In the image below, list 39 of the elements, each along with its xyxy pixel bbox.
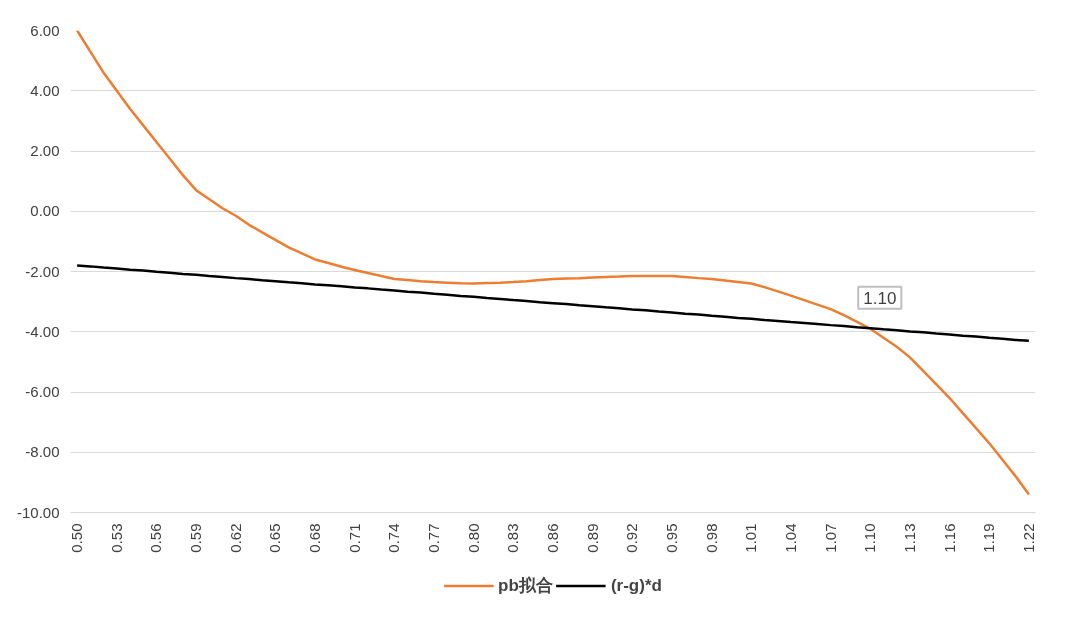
y-tick-label: -8.00	[25, 443, 60, 461]
x-tick-label: 0.95	[662, 523, 680, 553]
legend-label: (r-g)*d	[610, 575, 662, 595]
y-tick-label: -2.00	[25, 262, 60, 280]
x-tick-label: 0.62	[226, 523, 244, 553]
x-tick-label: 1.13	[900, 523, 918, 553]
legend-label: pb拟合	[498, 574, 553, 597]
x-tick-label: 1.04	[781, 523, 799, 553]
y-tick-label: 6.00	[30, 21, 60, 39]
x-tick-label: 0.98	[702, 523, 720, 553]
x-tick-label: 0.50	[68, 523, 86, 553]
x-tick-label: 0.86	[544, 523, 561, 553]
x-tick-label: 0.89	[583, 523, 601, 553]
y-tick-label: 2.00	[30, 142, 60, 159]
x-tick-label: 0.56	[147, 523, 165, 553]
y-tick-label: -6.00	[25, 383, 60, 400]
y-tick-label: -4.00	[25, 322, 60, 340]
y-tick-label: 0.00	[30, 202, 60, 220]
annotation: 1.10	[863, 288, 897, 308]
x-tick-label: 0.74	[385, 523, 403, 553]
y-tick-label: 4.00	[30, 81, 60, 99]
line-series	[75, 30, 1031, 496]
x-tick-label: 0.65	[266, 523, 284, 553]
x-tick-label: 1.07	[821, 523, 839, 553]
x-tick-label: 0.92	[623, 523, 641, 553]
x-tick-label: 0.77	[425, 523, 443, 553]
x-tick-label: 1.19	[980, 523, 998, 553]
x-tick-label: 0.68	[306, 523, 324, 553]
x-tick-label: 0.53	[107, 523, 125, 553]
x-tick-label: 1.22	[1019, 523, 1037, 553]
y-tick-label: -10.00	[16, 503, 60, 521]
x-tick-label: 1.10	[861, 523, 879, 553]
x-tick-label: 1.16	[940, 523, 958, 553]
x-tick-label: 0.59	[187, 523, 205, 553]
x-tick-label: 1.01	[742, 523, 760, 553]
line-series	[75, 264, 1031, 343]
x-tick-label: 0.71	[345, 523, 363, 553]
x-tick-label: 0.80	[464, 523, 482, 553]
x-tick-label: 0.83	[504, 523, 522, 553]
